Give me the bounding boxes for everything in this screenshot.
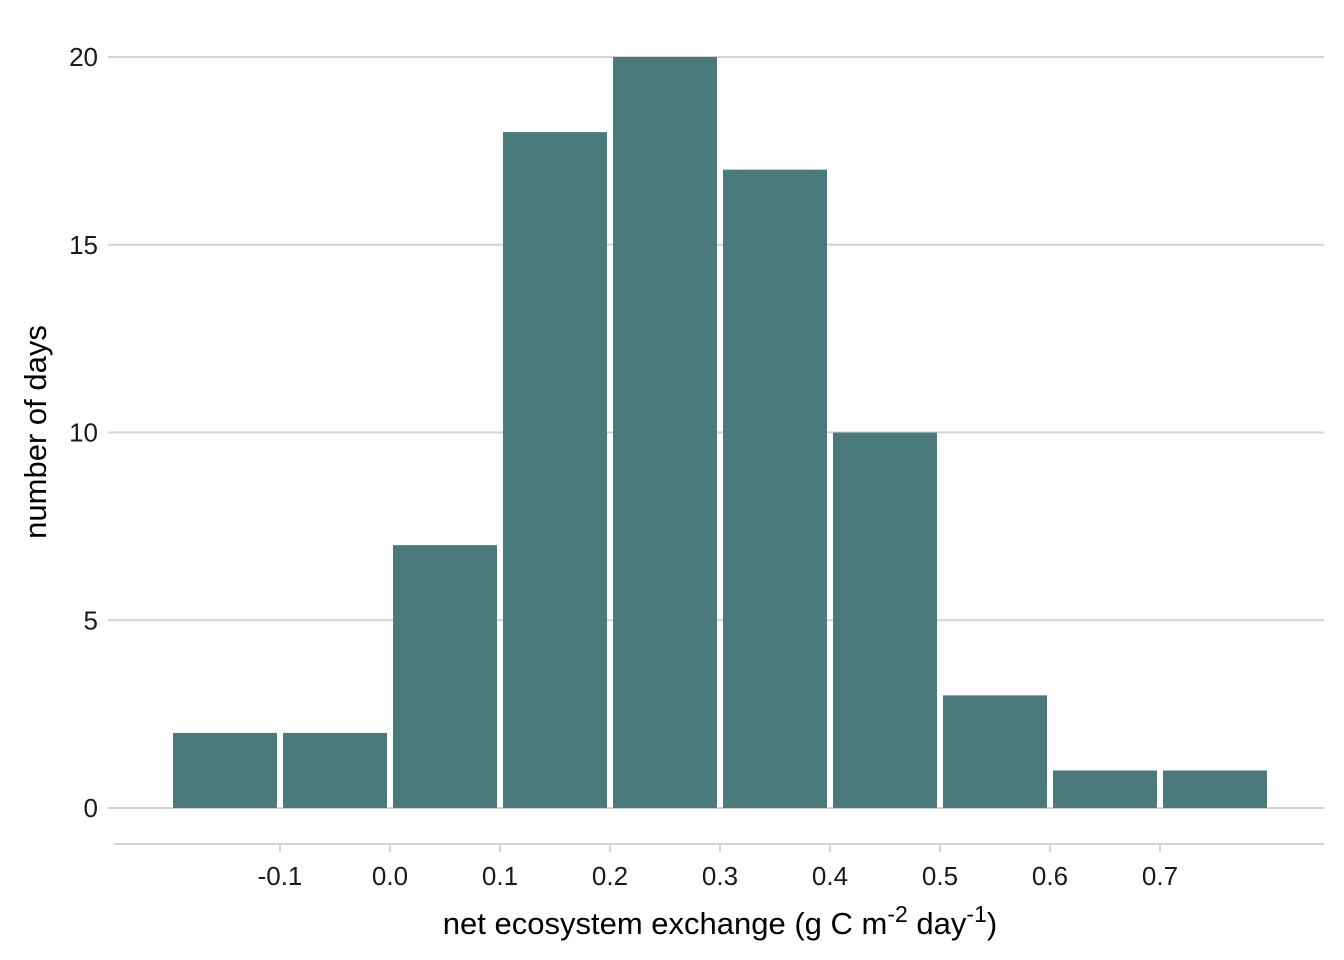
bar-bin-5: [723, 169, 827, 808]
bar-bin-9: [1163, 770, 1267, 808]
bar-bin-6: [833, 432, 937, 808]
y-axis: 0 5 10 15 20: [69, 42, 98, 823]
x-axis-title-segment: ): [987, 906, 997, 941]
x-tick-label-0.7: 0.7: [1142, 861, 1178, 891]
bar-bin-3: [503, 132, 607, 809]
y-tick-label-10: 10: [69, 418, 98, 448]
y-axis-title: number of days: [18, 325, 53, 539]
bar-bin-7: [943, 695, 1047, 808]
x-axis-title-superscript: -2: [887, 901, 907, 927]
x-tick-label-0.1: 0.1: [482, 861, 518, 891]
bar-bin-0: [173, 732, 277, 808]
bar-bin-2: [393, 545, 497, 808]
x-tick-label-0.2: 0.2: [592, 861, 628, 891]
x-tick-label-0.6: 0.6: [1032, 861, 1068, 891]
bar-bin-1: [283, 732, 387, 808]
bar-bin-8: [1053, 770, 1157, 808]
x-axis-title-segment: day: [908, 906, 967, 941]
x-tick-label--0.1: -0.1: [258, 861, 303, 891]
x-tick-label-0.4: 0.4: [812, 861, 848, 891]
x-axis-title-superscript: -1: [966, 901, 986, 927]
x-tick-label-0.0: 0.0: [372, 861, 408, 891]
bars: [173, 57, 1267, 809]
y-tick-label-15: 15: [69, 230, 98, 260]
x-tick-label-0.5: 0.5: [922, 861, 958, 891]
y-tick-label-5: 5: [84, 605, 98, 635]
x-axis: -0.1 0.0 0.1 0.2 0.3 0.4 0.5 0.6 0.7: [114, 843, 1324, 891]
x-axis-title-segment: net ecosystem exchange (g C m: [443, 906, 888, 941]
x-tick-label-0.3: 0.3: [702, 861, 738, 891]
x-axis-title: net ecosystem exchange (g C m-2 day-1): [443, 901, 997, 941]
y-tick-label-0: 0: [84, 793, 98, 823]
bar-bin-4: [613, 57, 717, 808]
y-tick-label-20: 20: [69, 42, 98, 72]
